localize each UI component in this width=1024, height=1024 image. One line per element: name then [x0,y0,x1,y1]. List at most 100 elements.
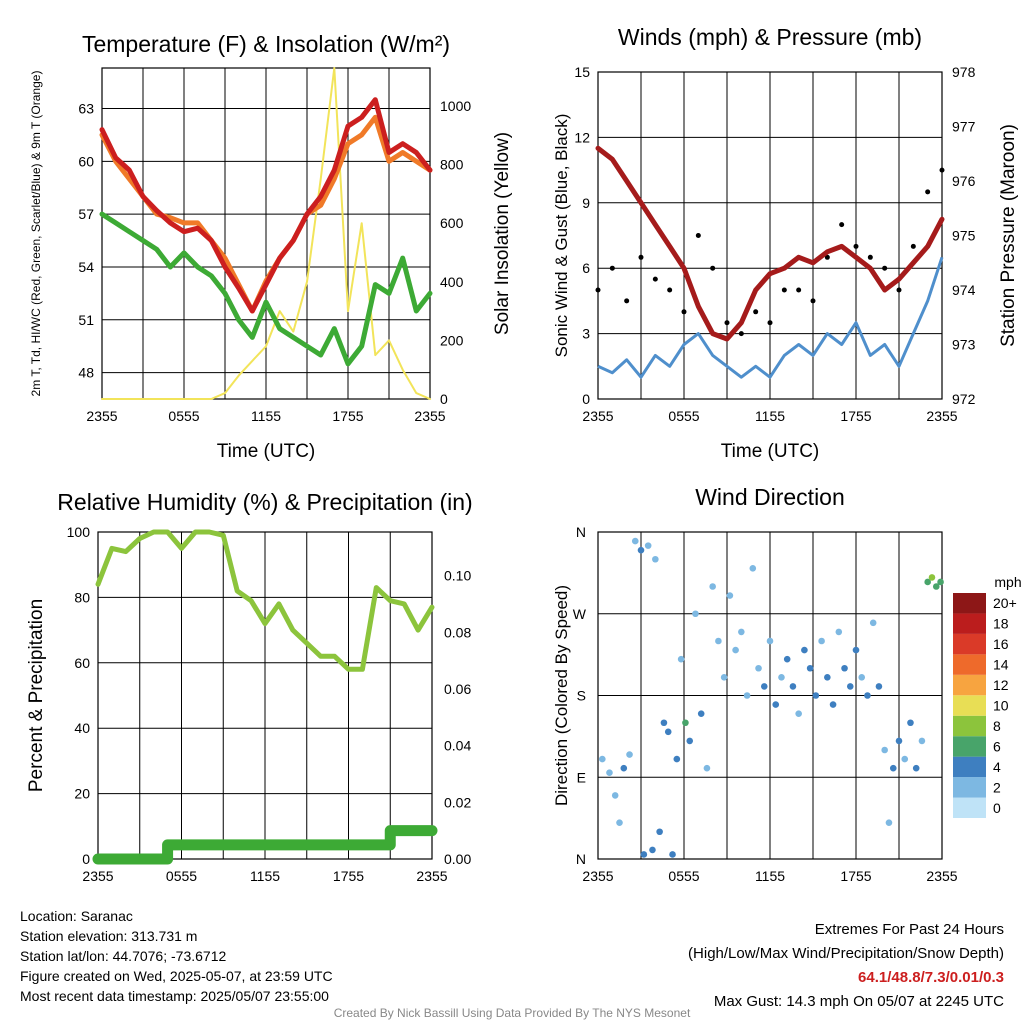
y-tick-label: 40 [74,720,90,736]
y-tick-label: 57 [78,206,94,222]
y2-tick-label: 0.08 [444,624,471,640]
figure-created: Figure created on Wed, 2025-05-07, at 23… [20,968,333,984]
direction-point [841,664,848,672]
colorbar-label: 20+ [993,595,1017,611]
plot-frame [101,67,431,400]
y-tick-label: 80 [74,589,90,605]
direction-point [869,619,877,627]
colorbar-label: 2 [993,779,1001,795]
y2-tick-label: 974 [952,282,976,298]
x-tick-label: 0555 [668,408,699,424]
x-tick-label: 2355 [582,868,613,884]
y2-tick-label: 600 [440,215,464,231]
x-tick-label: 0555 [168,408,199,424]
direction-point [652,555,659,563]
series-line-pressure [595,145,945,342]
gust-point [853,243,859,249]
colorbar-swatch [953,613,986,634]
gust-point [624,298,630,304]
direction-point [686,737,694,745]
colorbar-swatch [953,695,986,716]
direction-point [885,819,893,826]
colorbar-label: 18 [993,616,1009,632]
y2-tick-label: 0.00 [444,851,471,867]
station-elevation: Station elevation: 313.731 m [20,928,198,944]
direction-point [760,683,768,690]
panel-title: Winds (mph) & Pressure (mb) [618,24,922,50]
direction-point [749,565,757,572]
direction-point [932,583,940,590]
x-tick-label: 1155 [755,868,785,884]
direction-point [835,628,843,636]
direction-point [692,610,699,618]
gust-point [738,331,744,337]
direction-point [806,664,814,672]
y2-tick-label: 977 [952,119,976,135]
gust-point [638,254,644,260]
direction-point [858,674,866,681]
direction-point [720,674,728,681]
plot-frame [597,71,943,400]
direction-point [616,819,623,826]
direction-point [644,542,652,549]
colorbar-swatch [953,797,986,818]
colorbar-label: 0 [993,800,1001,816]
x-tick-label: 2355 [926,408,957,424]
panel-2: Winds (mph) & Pressure (mb) 2355 0555 1155 1… [552,24,1019,462]
y2-tick-label: 972 [952,391,976,407]
y-tick-label: 100 [67,524,91,540]
series-line-2m-t [99,97,433,314]
colorbar-swatch [953,593,986,614]
y-tick-label: 51 [78,312,94,328]
y-tick-label: 0 [82,851,90,867]
gust-point [595,287,601,293]
gust-point [609,265,615,271]
x-axis-label: Time (UTC) [217,441,316,462]
panel-title: Wind Direction [695,484,845,510]
direction-point [697,710,705,717]
plot-frame [597,531,943,860]
y2-tick-label: 1000 [440,98,471,114]
y-tick-label: 0 [582,391,590,407]
direction-point [918,737,926,745]
y-tick-label: 20 [74,786,90,802]
colorbar-swatch [953,674,986,696]
y-axis-label: 2m T, Td, HI/WC (Red, Green, Scarlet/Blu… [29,71,43,397]
y-tick-label: N [576,851,586,867]
colorbar-swatch [953,756,986,778]
max-gust: Max Gust: 14.3 mph On 05/07 at 2245 UTC [713,993,1004,1010]
y2-tick-label: 800 [440,157,464,173]
direction-point [599,755,606,763]
direction-point [772,701,780,708]
y-tick-label: 12 [574,129,590,145]
series-line-rh [95,529,435,672]
x-tick-label: 1155 [755,408,785,424]
direction-point [631,537,639,545]
direction-point [895,737,903,745]
x-tick-label: 2355 [926,868,957,884]
direction-point [620,764,628,772]
direction-point [732,646,739,654]
y-tick-label: 60 [78,153,94,169]
extremes-subtitle: (High/Low/Max Wind/Precipitation/Snow De… [688,945,1004,962]
x-tick-label: 2355 [86,408,117,424]
station-location: Location: Saranac [20,908,133,924]
direction-point [812,692,820,699]
direction-point [649,846,656,854]
direction-point [726,592,734,599]
y-axis-label: Percent & Precipitation [26,599,47,792]
direction-point [677,655,685,663]
y-tick-label: 3 [582,326,590,342]
y2-tick-label: 976 [952,173,976,189]
panel-1: Temperature (F) & Insolation (W/m²)2355 0… [29,31,513,462]
extremes-box: Extremes For Past 24 Hours (High/Low/Max… [688,918,1004,1014]
x-tick-label: 1755 [840,868,871,884]
y2-tick-label: 975 [952,228,976,244]
gust-point [652,276,658,282]
x-tick-label: 1755 [332,408,363,424]
colorbar-label: 6 [993,738,1001,754]
direction-point [755,664,762,672]
y2-tick-label: 0.10 [444,568,471,584]
direction-point [715,637,722,645]
